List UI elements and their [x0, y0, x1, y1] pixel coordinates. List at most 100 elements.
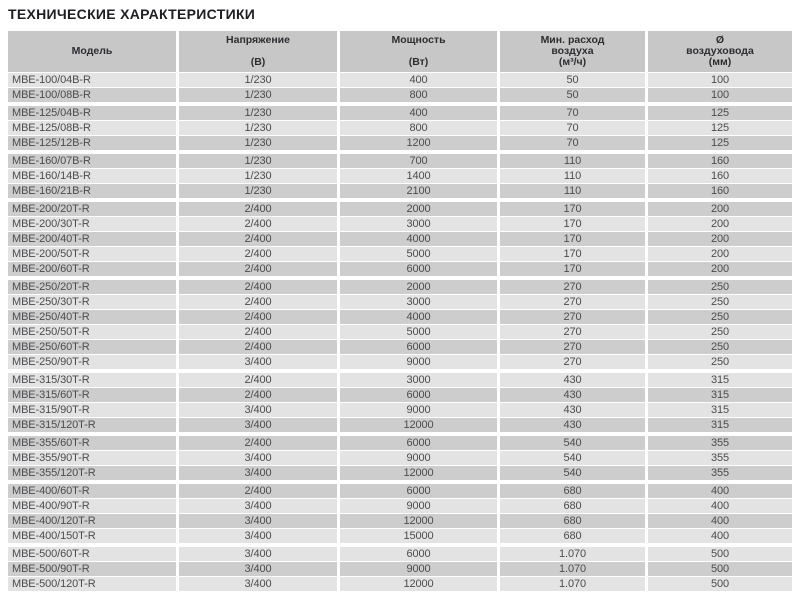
column-header-unit: (м³/ч)	[558, 56, 587, 68]
table-row: MBE-160/14B-R 1/230 1400 110 160	[8, 169, 792, 183]
table-row: MBE-400/60T-R 2/400 6000 680 400	[8, 484, 792, 498]
table-row: MBE-100/08B-R 1/230 800 50 100	[8, 88, 792, 102]
cell-diameter: 250	[648, 340, 792, 354]
cell-voltage: 2/400	[179, 484, 337, 498]
table-row: MBE-355/90T-R 3/400 9000 540 355	[8, 451, 792, 465]
cell-voltage: 1/230	[179, 73, 337, 87]
cell-voltage: 3/400	[179, 547, 337, 561]
cell-voltage: 1/230	[179, 106, 337, 120]
cell-diameter: 315	[648, 388, 792, 402]
column-header-diameter: Ø воздуховода (мм)	[648, 31, 792, 72]
cell-diameter: 200	[648, 202, 792, 216]
column-header-unit: (мм)	[708, 56, 732, 68]
cell-power: 9000	[340, 562, 497, 576]
table-row: MBE-250/60T-R 2/400 6000 270 250	[8, 340, 792, 354]
model-group: MBE-400/60T-R 2/400 6000 680 400 MBE-400/90T-…	[8, 484, 792, 543]
cell-power: 6000	[340, 436, 497, 450]
cell-diameter: 400	[648, 499, 792, 513]
column-header-voltage: Напряжение (В)	[179, 31, 337, 72]
spec-table: Модель Напряжение (В) Мощность (Вт) Мин.…	[8, 31, 792, 591]
cell-diameter: 250	[648, 325, 792, 339]
model-group: MBE-315/30T-R 2/400 3000 430 315 MBE-315/60T-…	[8, 373, 792, 432]
cell-power: 4000	[340, 232, 497, 246]
table-row: MBE-400/120T-R 3/400 12000 680 400	[8, 514, 792, 528]
cell-diameter: 125	[648, 136, 792, 150]
table-row: MBE-160/21B-R 1/230 2100 110 160	[8, 184, 792, 198]
cell-power: 2000	[340, 280, 497, 294]
table-row: MBE-250/40T-R 2/400 4000 270 250	[8, 310, 792, 324]
cell-diameter: 500	[648, 562, 792, 576]
cell-power: 3000	[340, 217, 497, 231]
cell-diameter: 125	[648, 106, 792, 120]
cell-diameter: 400	[648, 484, 792, 498]
cell-power: 800	[340, 88, 497, 102]
cell-model: MBE-355/120T-R	[8, 466, 176, 480]
cell-airflow: 110	[500, 184, 645, 198]
cell-airflow: 50	[500, 88, 645, 102]
cell-power: 400	[340, 73, 497, 87]
cell-diameter: 250	[648, 355, 792, 369]
cell-voltage: 2/400	[179, 217, 337, 231]
cell-voltage: 3/400	[179, 451, 337, 465]
cell-diameter: 200	[648, 232, 792, 246]
column-header-label: Мин. расход воздуха	[540, 34, 605, 57]
cell-diameter: 355	[648, 451, 792, 465]
cell-diameter: 355	[648, 466, 792, 480]
cell-voltage: 3/400	[179, 466, 337, 480]
table-row: MBE-100/04B-R 1/230 400 50 100	[8, 73, 792, 87]
cell-voltage: 2/400	[179, 373, 337, 387]
cell-voltage: 3/400	[179, 499, 337, 513]
cell-power: 3000	[340, 295, 497, 309]
cell-airflow: 680	[500, 514, 645, 528]
cell-airflow: 540	[500, 451, 645, 465]
cell-model: MBE-315/60T-R	[8, 388, 176, 402]
cell-model: MBE-250/50T-R	[8, 325, 176, 339]
cell-airflow: 430	[500, 373, 645, 387]
cell-power: 9000	[340, 451, 497, 465]
cell-airflow: 270	[500, 340, 645, 354]
cell-diameter: 315	[648, 403, 792, 417]
cell-model: MBE-200/40T-R	[8, 232, 176, 246]
cell-voltage: 3/400	[179, 577, 337, 591]
cell-airflow: 270	[500, 280, 645, 294]
cell-airflow: 170	[500, 247, 645, 261]
cell-diameter: 250	[648, 295, 792, 309]
cell-power: 12000	[340, 514, 497, 528]
column-header-unit: (Вт)	[408, 56, 429, 68]
cell-voltage: 2/400	[179, 280, 337, 294]
cell-model: MBE-250/20T-R	[8, 280, 176, 294]
column-header-label: Ø воздуховода	[686, 34, 754, 57]
cell-diameter: 250	[648, 310, 792, 324]
table-row: MBE-500/120T-R 3/400 12000 1.070 500	[8, 577, 792, 591]
model-group: MBE-500/60T-R 3/400 6000 1.070 500 MBE-500/90…	[8, 547, 792, 591]
cell-airflow: 430	[500, 418, 645, 432]
model-group: MBE-250/20T-R 2/400 2000 270 250 MBE-250/30T-…	[8, 280, 792, 369]
cell-diameter: 315	[648, 418, 792, 432]
cell-model: MBE-500/90T-R	[8, 562, 176, 576]
cell-voltage: 3/400	[179, 403, 337, 417]
table-row: MBE-315/90T-R 3/400 9000 430 315	[8, 403, 792, 417]
cell-power: 12000	[340, 418, 497, 432]
cell-model: MBE-200/30T-R	[8, 217, 176, 231]
table-row: MBE-250/30T-R 2/400 3000 270 250	[8, 295, 792, 309]
cell-airflow: 70	[500, 106, 645, 120]
cell-model: MBE-500/120T-R	[8, 577, 176, 591]
cell-diameter: 400	[648, 529, 792, 543]
table-row: MBE-250/20T-R 2/400 2000 270 250	[8, 280, 792, 294]
cell-voltage: 3/400	[179, 418, 337, 432]
cell-model: MBE-200/60T-R	[8, 262, 176, 276]
cell-model: MBE-250/90T-R	[8, 355, 176, 369]
cell-power: 6000	[340, 484, 497, 498]
cell-model: MBE-400/90T-R	[8, 499, 176, 513]
cell-voltage: 1/230	[179, 169, 337, 183]
cell-voltage: 3/400	[179, 562, 337, 576]
cell-model: MBE-250/30T-R	[8, 295, 176, 309]
cell-voltage: 1/230	[179, 136, 337, 150]
column-header-label: Напряжение	[226, 34, 290, 46]
cell-voltage: 2/400	[179, 436, 337, 450]
table-body: MBE-100/04B-R 1/230 400 50 100 MBE-100/08B-R 1…	[8, 73, 792, 591]
cell-voltage: 2/400	[179, 232, 337, 246]
cell-power: 3000	[340, 373, 497, 387]
cell-airflow: 1.070	[500, 547, 645, 561]
